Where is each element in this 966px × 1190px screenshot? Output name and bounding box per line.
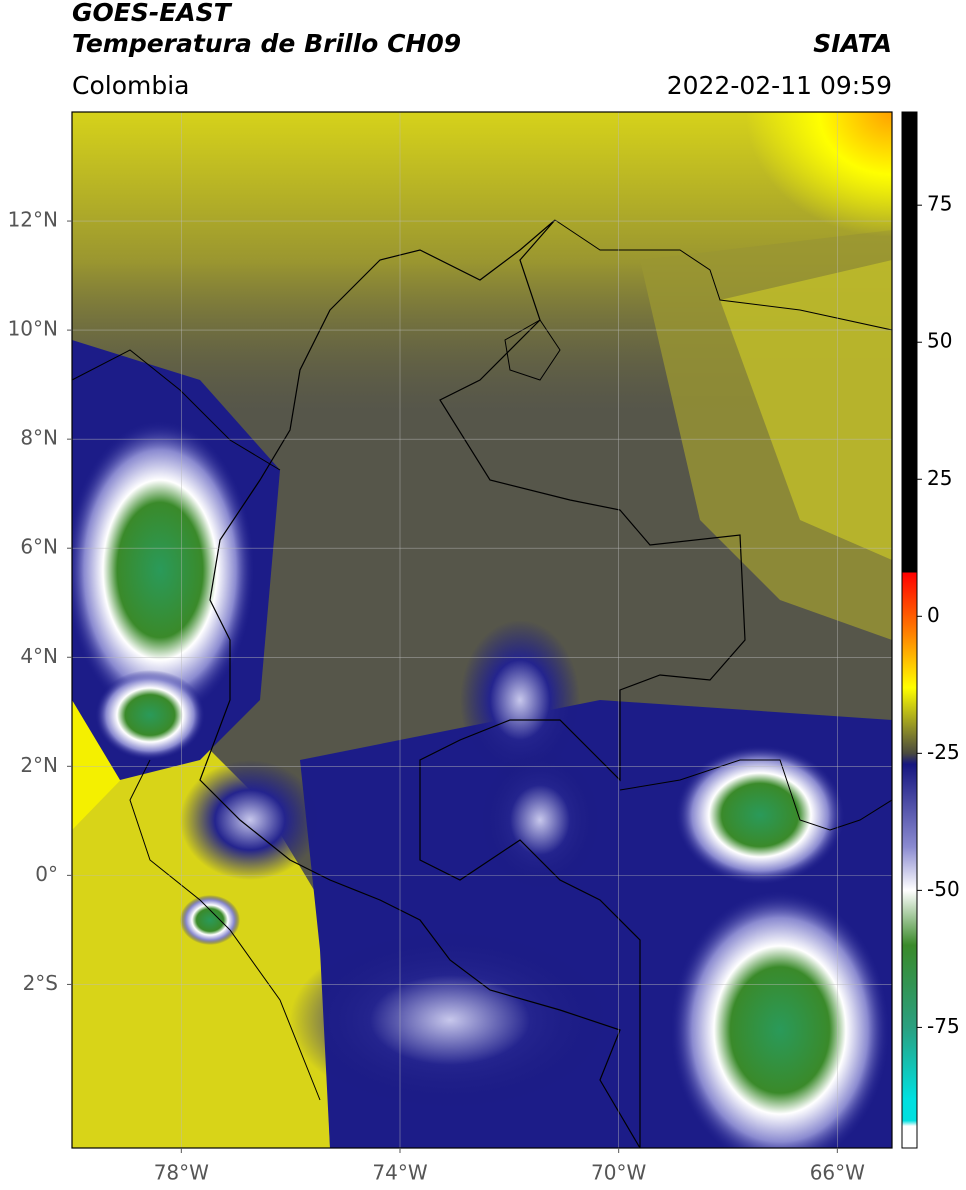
y-tick-label: 0° (35, 862, 58, 886)
source: SIATA (813, 29, 892, 58)
map-frame (71, 111, 893, 1149)
title: GOES-EAST (72, 0, 233, 27)
colorbar-tick-label: -50 (927, 877, 960, 901)
y-tick-label: 2°N (20, 753, 58, 777)
x-tick-label: 74°W (372, 1161, 427, 1185)
y-tick-label: 12°N (8, 208, 58, 232)
colorbar-tick-label: 75 (927, 192, 952, 216)
colorbar (901, 111, 918, 1149)
colorbar-tick-label: -75 (927, 1014, 960, 1038)
y-tick-label: 4°N (20, 644, 58, 668)
y-tick-label: 8°N (20, 426, 58, 450)
satellite-image (72, 112, 892, 1148)
colorbar-tick-label: 0 (927, 603, 940, 627)
x-tick-label: 66°W (810, 1161, 865, 1185)
x-tick-label: 70°W (591, 1161, 646, 1185)
y-tick-label: 2°S (23, 971, 58, 995)
region: Colombia (72, 71, 189, 100)
colorbar-tick-label: 25 (927, 466, 952, 490)
subtitle: Temperatura de Brillo CH09 (72, 29, 461, 58)
x-tick-label: 78°W (154, 1161, 209, 1185)
colorbar-tick-label: -25 (927, 740, 960, 764)
y-tick-label: 10°N (8, 317, 58, 341)
colorbar-tick-label: 50 (927, 329, 952, 353)
graticule (72, 112, 892, 1148)
timestamp: 2022-02-11 09:59 (667, 71, 892, 100)
y-tick-label: 6°N (20, 535, 58, 559)
